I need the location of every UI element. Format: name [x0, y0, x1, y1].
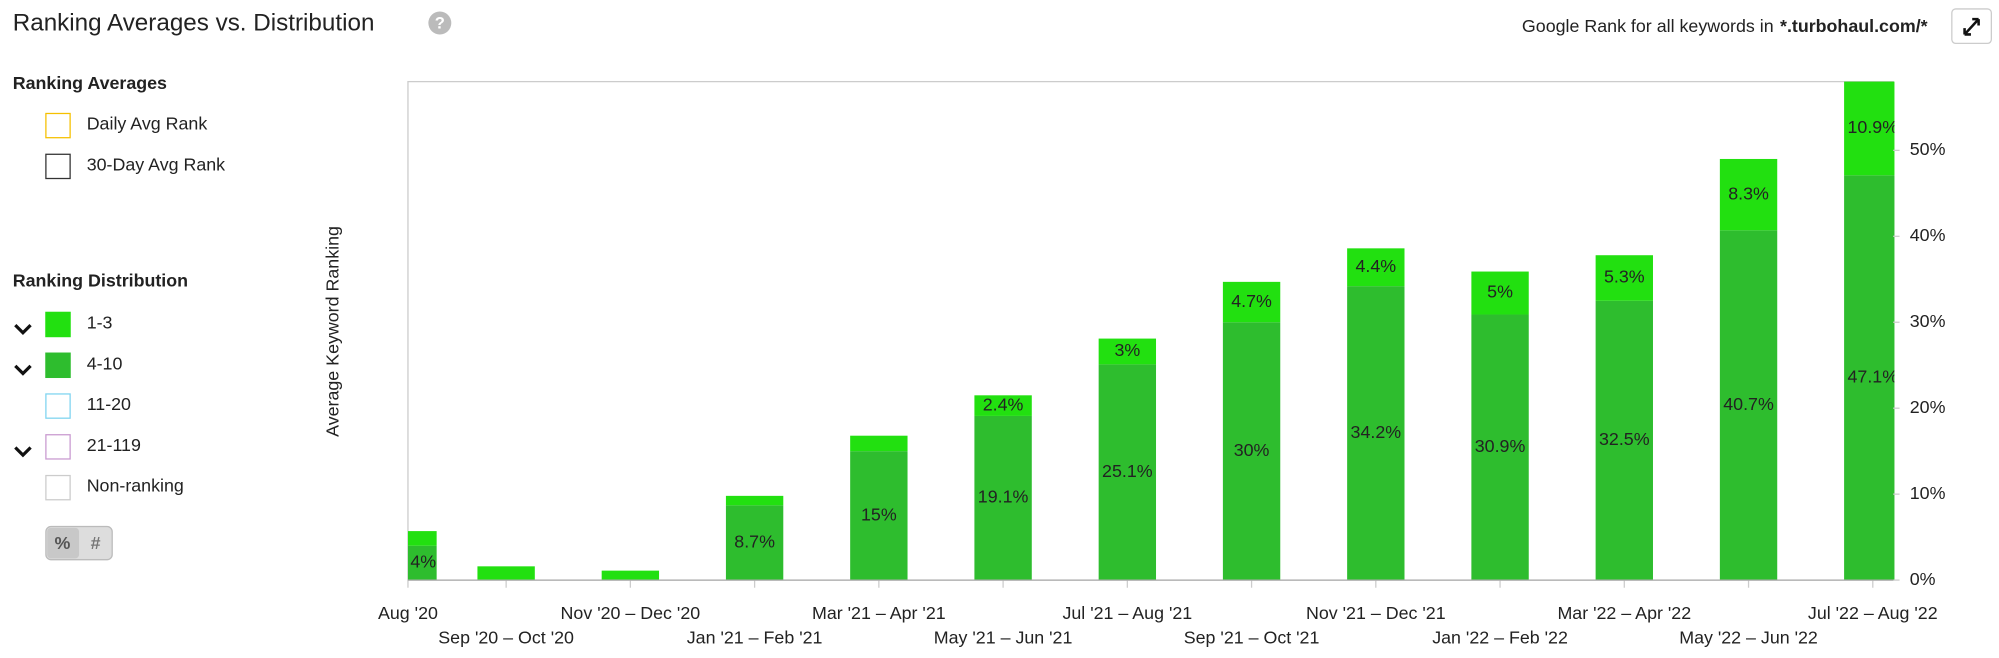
expand-icon — [1963, 17, 1980, 36]
data-label: 3% — [1114, 340, 1140, 360]
bar-segment — [1347, 286, 1405, 581]
bar-segment — [1098, 338, 1157, 365]
bar-segment — [1595, 300, 1653, 581]
scope-prefix: Google Rank for all keywords in — [1522, 16, 1774, 36]
data-label: 40.7% — [1723, 394, 1774, 414]
toggle-option[interactable]: # — [91, 533, 101, 553]
bar-segment — [601, 570, 660, 581]
bar-segment — [850, 451, 908, 581]
bar-segment — [1222, 281, 1281, 323]
data-label: 4% — [410, 552, 436, 572]
x-tick-label: Jan '21 – Feb '21 — [687, 627, 823, 647]
legend-swatch[interactable] — [45, 474, 71, 501]
toggle-active — [47, 527, 80, 559]
scope: Google Rank for all keywords in *.turboha… — [1522, 16, 1928, 36]
data-label: 10.9% — [1848, 117, 1899, 137]
legend-swatch[interactable] — [45, 153, 71, 180]
legend-label: 21-119 — [87, 435, 141, 455]
data-label: 34.2% — [1351, 422, 1402, 442]
x-tick-label: May '21 – Jun '21 — [934, 627, 1073, 647]
y-tick-label: 40% — [1910, 225, 1946, 245]
legend-label: 30-Day Avg Rank — [87, 154, 225, 174]
collapse-chevron[interactable] — [14, 446, 32, 458]
y-tick-label: 0% — [1910, 569, 1936, 589]
bar-segment — [725, 495, 784, 506]
bar-segment — [1719, 230, 1778, 581]
bar-segment — [1222, 322, 1281, 581]
data-label: 5% — [1487, 282, 1513, 302]
help-glyph: ? — [435, 14, 445, 33]
x-tick-label: May '22 – Jun '22 — [1679, 627, 1818, 647]
data-label: 4.4% — [1355, 256, 1396, 276]
data-label: 8.7% — [734, 531, 775, 551]
legend-swatch[interactable] — [45, 352, 71, 379]
help-icon[interactable] — [428, 11, 452, 35]
legend-swatch[interactable] — [45, 393, 71, 419]
data-label: 30% — [1234, 440, 1270, 460]
data-label: 5.3% — [1604, 267, 1645, 287]
x-tick-label: Jul '21 – Aug '21 — [1062, 603, 1192, 623]
x-tick-label: Jul '22 – Aug '22 — [1808, 603, 1938, 623]
legend-label: 4-10 — [87, 353, 123, 373]
legend-swatch[interactable] — [45, 112, 71, 139]
data-label: 19.1% — [978, 487, 1029, 507]
data-label: 15% — [861, 504, 897, 524]
legend-label: 1-3 — [87, 313, 113, 333]
x-tick-label: Nov '21 – Dec '21 — [1306, 603, 1446, 623]
scope-domain: *.turbohaul.com/* — [1780, 16, 1928, 36]
bar-segment — [1844, 81, 1895, 176]
legend-swatch[interactable] — [45, 311, 71, 338]
bar-segment — [725, 505, 784, 581]
collapse-chevron[interactable] — [14, 364, 32, 376]
x-tick-label: Mar '21 – Apr '21 — [812, 603, 946, 623]
bar-segment — [1844, 175, 1895, 581]
collapse-chevron[interactable] — [14, 323, 32, 336]
bar-segment — [477, 566, 535, 581]
y-axis-label: Average Keyword Ranking — [323, 226, 343, 437]
bar-segment — [1471, 314, 1529, 581]
data-label: 25.1% — [1102, 461, 1153, 481]
bar-segment — [1098, 364, 1157, 581]
data-label: 4.7% — [1231, 291, 1272, 311]
bar-segment — [1595, 255, 1653, 301]
data-label: 30.9% — [1475, 436, 1526, 456]
data-label: 47.1% — [1848, 366, 1899, 386]
bar-segment — [1347, 248, 1405, 287]
y-tick-label: 10% — [1910, 483, 1946, 503]
legend-label: Daily Avg Rank — [87, 114, 208, 134]
toggle-option[interactable]: % — [55, 533, 71, 553]
bar-segment — [1471, 271, 1529, 315]
legend-title: Ranking Averages — [13, 73, 167, 93]
legend-label: 11-20 — [87, 394, 131, 414]
bar-segment — [1719, 158, 1778, 231]
plot: 4% 8.7% 15% 19.1% 25.1% 30% 34.2% 30.9% 32.5% 40.… — [407, 81, 1899, 581]
x-tick-label: Aug '20 — [378, 603, 438, 623]
data-label: 2.4% — [983, 394, 1024, 414]
page-title: Ranking Averages vs. Distribution — [13, 10, 375, 37]
data-label: 32.5% — [1599, 429, 1650, 449]
x-tick-label: Sep '21 – Oct '21 — [1184, 627, 1320, 647]
x-tick-label: Mar '22 – Apr '22 — [1557, 603, 1691, 623]
bar-segment — [974, 415, 1032, 581]
x-tick-label: Nov '20 – Dec '20 — [561, 603, 701, 623]
data-label: 8.3% — [1728, 183, 1769, 203]
y-tick-label: 20% — [1910, 397, 1946, 417]
bar-segment — [407, 545, 437, 581]
bar-segment — [850, 435, 908, 452]
y-tick-label: 30% — [1910, 311, 1946, 331]
x-tick-label: Sep '20 – Oct '20 — [438, 627, 574, 647]
y-tick-label: 50% — [1910, 139, 1946, 159]
legend-title: Ranking Distribution — [13, 270, 188, 290]
legend-label: Non-ranking — [87, 476, 184, 496]
legend-swatch[interactable] — [45, 434, 71, 460]
bar-segment — [974, 395, 1032, 416]
x-tick-label: Jan '22 – Feb '22 — [1432, 627, 1568, 647]
bar-segment — [407, 531, 437, 546]
